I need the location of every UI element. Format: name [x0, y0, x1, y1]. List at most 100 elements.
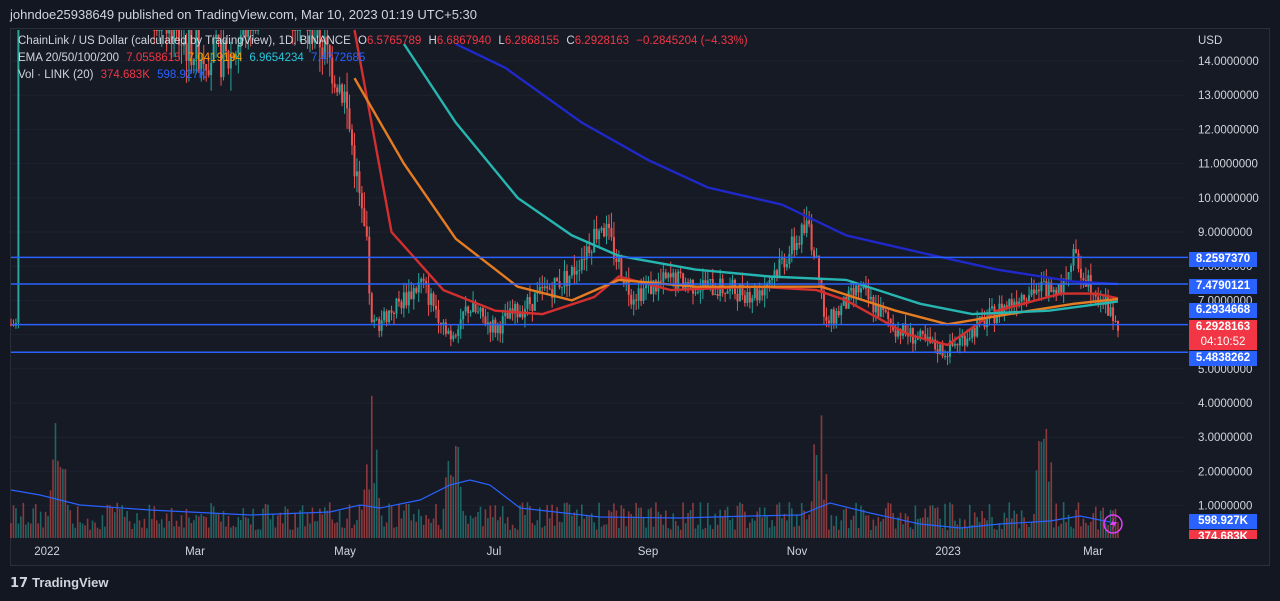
candle-body [642, 288, 645, 302]
price-axis-currency: USD [1198, 35, 1222, 47]
volume-bar [445, 477, 447, 538]
volume-bar [353, 524, 356, 538]
volume-bar [405, 503, 408, 538]
volume-bar [286, 509, 289, 538]
candle-body [939, 344, 942, 354]
volume-bar [259, 529, 262, 538]
volume-bar [264, 503, 267, 538]
candle-body [795, 243, 798, 250]
candle-body [793, 236, 796, 250]
volume-bar [109, 505, 111, 538]
volume-bar [538, 507, 541, 538]
volume-bar [1072, 528, 1075, 538]
candle-body [993, 306, 996, 324]
volume-bar [240, 519, 242, 538]
candle-body [990, 306, 993, 309]
candle-body [961, 335, 964, 338]
candle-body [565, 270, 568, 286]
volume-bar [244, 517, 247, 538]
candle-body [916, 337, 919, 340]
volume-bar [875, 525, 877, 538]
volume-bar [571, 515, 573, 538]
candle-body [1042, 281, 1045, 283]
volume-bar [225, 526, 227, 538]
volume-bar [1025, 523, 1028, 538]
candle-body [1057, 284, 1060, 295]
volume-bar [623, 508, 625, 538]
time-axis-label: Jul [487, 546, 502, 558]
volume-bar [687, 513, 689, 538]
candle-body [981, 316, 984, 318]
candle-body [882, 306, 885, 311]
price-candles [10, 30, 1119, 366]
candle-body [867, 288, 870, 300]
level-tag-4[interactable]: 5.4838262 [1189, 351, 1257, 366]
volume-bar [954, 520, 956, 538]
lightning-icon[interactable] [1103, 514, 1123, 534]
volume-bar [919, 518, 922, 538]
volume-bar [662, 524, 665, 538]
candle-body [420, 278, 423, 283]
volume-bar [447, 460, 450, 538]
volume-bar [968, 504, 971, 538]
volume-bar [526, 502, 529, 538]
volume-bar [291, 529, 294, 538]
candle-body [563, 270, 566, 287]
candle-body [751, 297, 754, 303]
candle-body [956, 343, 959, 346]
volume-bar [578, 526, 581, 538]
candle-body [244, 30, 247, 38]
volume-bar [173, 526, 175, 538]
candle-body [682, 273, 685, 290]
candle-body [232, 54, 235, 58]
candle-body [1045, 281, 1048, 297]
volume-bar [541, 527, 544, 538]
candle-body [321, 47, 324, 58]
candle-body [239, 35, 242, 45]
candle-body [405, 292, 408, 306]
volume-tag: 374.683K [1189, 530, 1257, 539]
volume-bar [509, 529, 511, 538]
volume-bar [793, 526, 796, 538]
volume-bar [546, 505, 549, 538]
volume-bar [215, 514, 217, 538]
level-tag-1[interactable]: 8.2597370 [1189, 252, 1257, 267]
volume-bar [368, 489, 371, 538]
candle-body [667, 273, 670, 279]
candle-body [756, 288, 759, 301]
level-tag-2[interactable]: 7.4790121 [1189, 279, 1257, 294]
volume-bar [963, 519, 966, 538]
volume-bar [739, 502, 741, 538]
candle-body [1082, 277, 1085, 281]
volume-bar [820, 415, 823, 538]
ema-line [455, 42, 1119, 286]
level-tag-3[interactable]: 6.2934668 [1189, 303, 1257, 318]
candle-body [425, 280, 428, 285]
tradingview-logo[interactable]: 17 TradingView [10, 575, 108, 591]
volume-bar [412, 514, 415, 538]
candle-body [242, 30, 245, 36]
volume-bar [744, 511, 746, 538]
volume-bar [482, 526, 484, 538]
volume-bar [237, 517, 240, 538]
volume-bar [39, 511, 42, 538]
volume-bar [487, 517, 489, 538]
candle-body [155, 30, 158, 31]
candle-body [771, 277, 774, 280]
volume-bar [1018, 528, 1020, 538]
candle-body [1112, 307, 1115, 322]
volume-bar [398, 504, 400, 538]
chart-panel[interactable] [10, 28, 1270, 566]
candle-body [422, 278, 425, 281]
candle-body [1023, 294, 1026, 300]
volume-bar [96, 527, 99, 538]
volume-bar [884, 508, 887, 538]
candle-body [444, 322, 447, 334]
last-price-tag[interactable]: 6.2928163 04:10:52 [1189, 320, 1257, 350]
volume-bar [897, 517, 899, 538]
volume-bar [375, 449, 378, 538]
candle-body [249, 30, 252, 31]
volume-bar [640, 507, 642, 538]
volume-bar [437, 525, 440, 538]
